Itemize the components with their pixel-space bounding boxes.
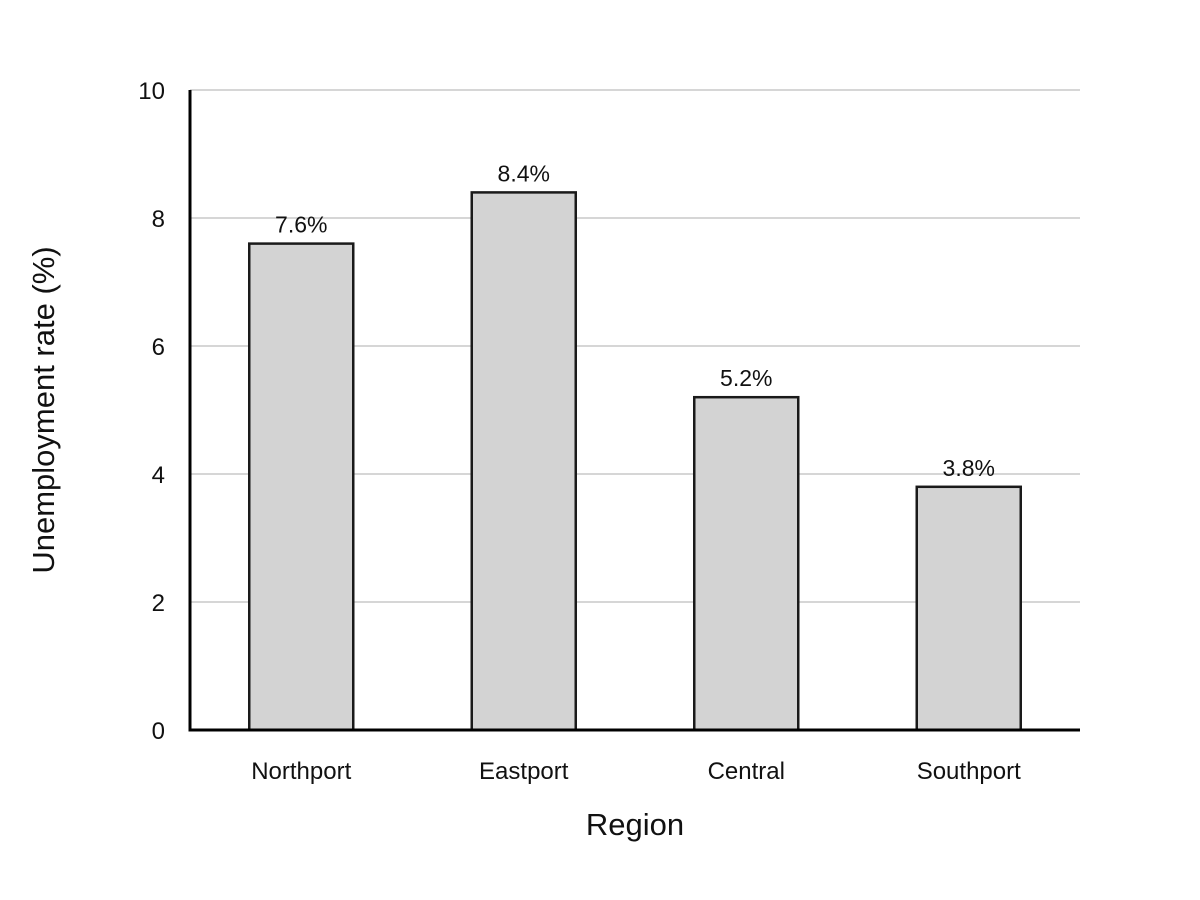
axes — [188, 90, 1080, 732]
y-tick-labels: 0 2 4 6 8 10 — [138, 78, 165, 745]
x-tick-label: Southport — [917, 758, 1021, 785]
bar — [470, 191, 577, 732]
data-labels: 7.6% 8.4% 5.2% 3.8% — [275, 160, 995, 480]
x-axis-title: Region — [586, 807, 684, 842]
data-label: 7.6% — [275, 212, 327, 238]
y-axis-title: Unemployment rate (%) — [26, 246, 61, 573]
data-label: 3.8% — [943, 455, 995, 481]
x-tick-label: Eastport — [479, 758, 569, 785]
y-tick-label: 8 — [152, 206, 165, 233]
data-label: 5.2% — [720, 365, 772, 391]
y-tick-label: 6 — [152, 334, 165, 361]
x-tick-label: Northport — [251, 758, 351, 785]
y-tick-label: 4 — [152, 462, 165, 489]
y-tick-label: 10 — [138, 78, 165, 105]
bars — [248, 191, 1022, 732]
bar — [248, 242, 355, 732]
y-tick-label: 0 — [152, 718, 165, 745]
bar — [915, 485, 1022, 732]
bar — [693, 395, 800, 732]
x-tick-label: Central — [708, 758, 785, 785]
x-tick-labels: Northport Eastport Central Southport — [251, 758, 1021, 785]
data-label: 8.4% — [498, 160, 550, 186]
y-tick-label: 2 — [152, 590, 165, 617]
